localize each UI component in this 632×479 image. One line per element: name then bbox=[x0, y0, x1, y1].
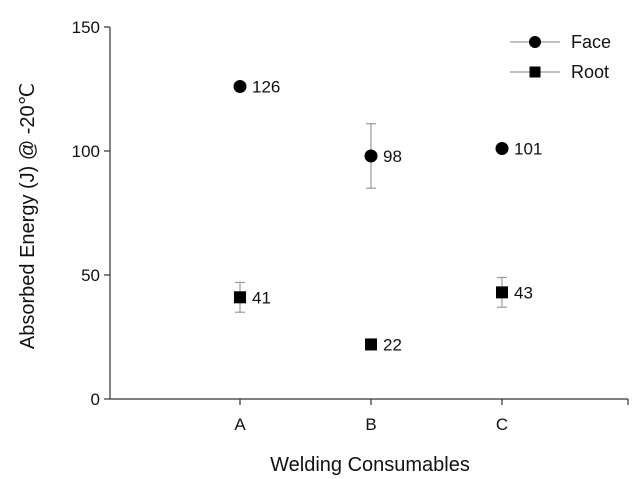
y-axis-title: Absorbed Energy (J) @ -20℃ bbox=[17, 83, 39, 349]
x-axis-title: Welding Consumables bbox=[270, 454, 470, 476]
y-ticks: 0 50 100 150 bbox=[72, 18, 110, 409]
data-labels: 126 98 101 41 22 43 bbox=[252, 78, 542, 355]
data-label-face-c: 101 bbox=[514, 140, 542, 159]
data-label-face-a: 126 bbox=[252, 78, 280, 97]
point-root-c bbox=[496, 286, 508, 299]
data-label-face-b: 98 bbox=[383, 147, 402, 166]
plot-area bbox=[109, 27, 628, 400]
legend-label-root: Root bbox=[571, 62, 609, 82]
x-ticks: A B C bbox=[234, 399, 629, 434]
point-face-a bbox=[233, 80, 247, 94]
legend-marker-face bbox=[529, 36, 541, 48]
y-tick-label-3: 150 bbox=[72, 18, 100, 37]
legend-label-face: Face bbox=[571, 32, 611, 52]
x-tick-label-0: A bbox=[234, 415, 246, 434]
markers bbox=[233, 80, 509, 351]
y-tick-label-2: 100 bbox=[72, 142, 100, 161]
x-tick-label-2: C bbox=[496, 415, 508, 434]
point-face-b bbox=[364, 149, 378, 163]
data-label-root-b: 22 bbox=[383, 335, 402, 354]
y-tick-label-0: 0 bbox=[91, 390, 100, 409]
legend: Face Root bbox=[510, 32, 611, 82]
legend-item-face: Face bbox=[510, 32, 611, 52]
point-root-a bbox=[234, 291, 246, 304]
legend-marker-root bbox=[529, 66, 541, 78]
legend-item-root: Root bbox=[510, 62, 609, 82]
data-label-root-c: 43 bbox=[514, 283, 533, 302]
point-root-b bbox=[365, 338, 377, 351]
y-tick-label-1: 50 bbox=[81, 266, 100, 285]
x-tick-label-1: B bbox=[365, 415, 376, 434]
point-face-c bbox=[495, 142, 509, 156]
data-label-root-a: 41 bbox=[252, 288, 271, 307]
